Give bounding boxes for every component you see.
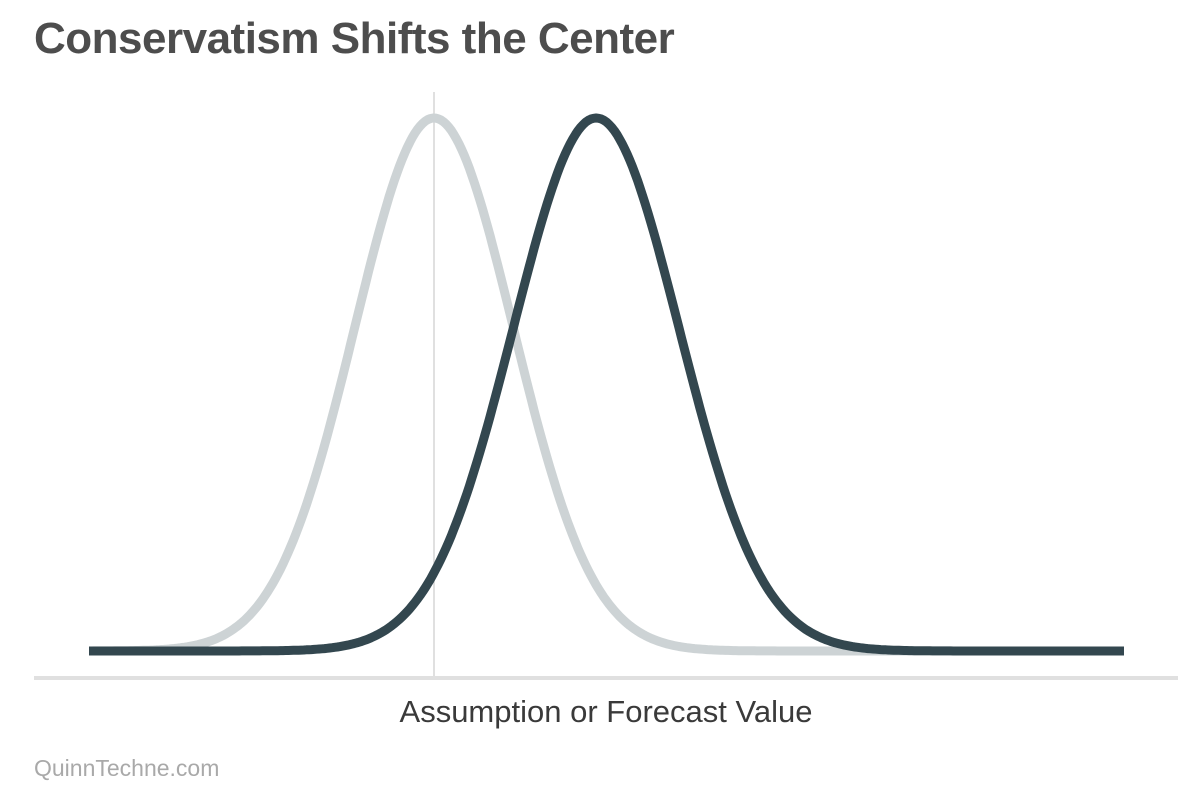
series-layer <box>87 113 1126 656</box>
source-credit: QuinnTechne.com <box>34 755 220 781</box>
chart-title: Conservatism Shifts the Center <box>34 14 675 63</box>
x-axis-label: Assumption or Forecast Value <box>399 694 813 729</box>
shifted-distribution-curve <box>87 113 1126 656</box>
baseline-distribution-curve <box>87 113 1126 656</box>
